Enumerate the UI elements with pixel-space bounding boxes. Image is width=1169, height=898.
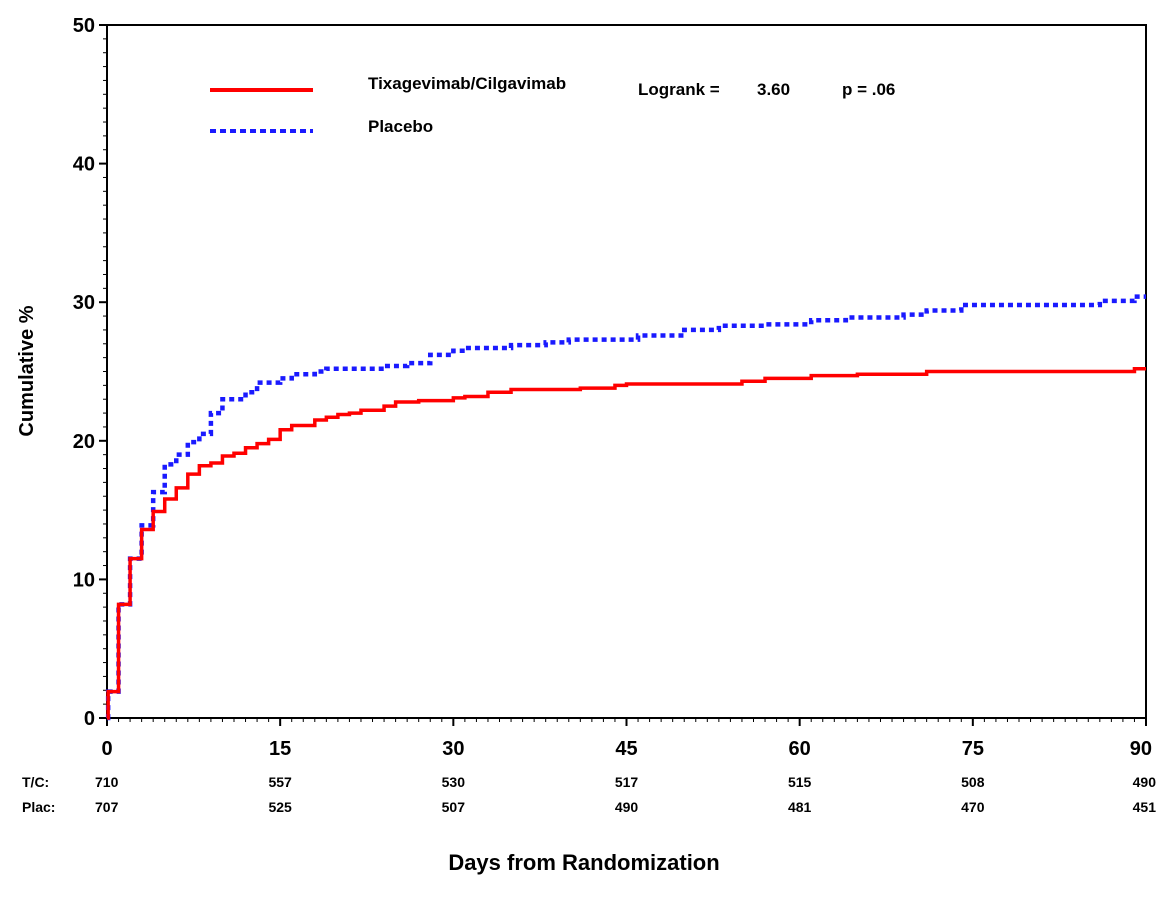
x-tick-label: 60	[789, 738, 811, 760]
risk-value: 490	[1133, 774, 1157, 790]
risk-row-label: T/C:	[22, 774, 49, 790]
y-axis-label: Cumulative %	[16, 305, 38, 436]
risk-value: 710	[95, 774, 119, 790]
y-tick-label: 50	[73, 15, 95, 37]
risk-value: 530	[442, 774, 466, 790]
risk-value: 557	[268, 774, 292, 790]
risk-value: 515	[788, 774, 812, 790]
risk-row-label: Plac:	[22, 799, 55, 815]
risk-value: 508	[961, 774, 985, 790]
y-tick-label: 0	[84, 708, 95, 730]
series-line-placebo	[105, 294, 1146, 721]
x-tick-label: 45	[615, 738, 637, 760]
legend-label-placebo: Placebo	[368, 117, 433, 136]
x-tick-label: 75	[962, 738, 984, 760]
risk-value: 707	[95, 799, 119, 815]
risk-value: 517	[615, 774, 639, 790]
y-axis: 0 10 20 30 40 50	[73, 15, 107, 730]
x-tick-label: 90	[1130, 738, 1152, 760]
x-axis-label: Days from Randomization	[448, 850, 719, 875]
y-tick-label: 40	[73, 154, 95, 176]
x-tick-label: 0	[101, 738, 112, 760]
y-tick-label: 30	[73, 292, 95, 314]
logrank-value: 3.60	[757, 80, 790, 99]
risk-value: 507	[442, 799, 466, 815]
series-layer	[105, 294, 1146, 721]
risk-value: 490	[615, 799, 639, 815]
series-line-tixagevimab	[106, 366, 1146, 720]
legend-label-tixagevimab: Tixagevimab/Cilgavimab	[368, 74, 566, 93]
p-value: p = .06	[842, 80, 895, 99]
x-tick-label: 15	[269, 738, 291, 760]
risk-value: 525	[268, 799, 292, 815]
risk-table: T/C: 710 557 530 517 515 508 490 Plac: 707 525 507 4…	[22, 774, 1156, 815]
x-axis: 0 15 30 45 60 75 90	[101, 718, 1152, 760]
logrank-label: Logrank =	[638, 80, 720, 99]
risk-value: 451	[1133, 799, 1157, 815]
legend: Tixagevimab/Cilgavimab Placebo Logrank =…	[210, 74, 895, 136]
risk-value: 481	[788, 799, 812, 815]
risk-value: 470	[961, 799, 985, 815]
y-tick-label: 20	[73, 431, 95, 453]
y-tick-label: 10	[73, 569, 95, 591]
x-tick-label: 30	[442, 738, 464, 760]
